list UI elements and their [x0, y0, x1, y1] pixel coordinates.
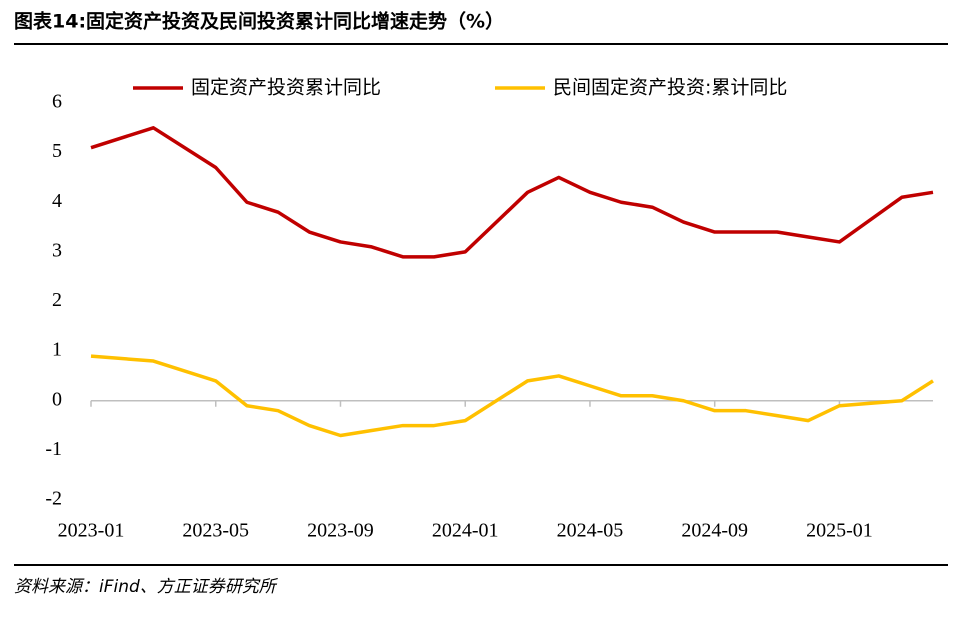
line [90, 354, 934, 438]
chart-title: 图表14:固定资产投资及民间投资累计同比增速走势（%） [14, 10, 504, 33]
x-tick-label: 2023-09 [307, 520, 374, 542]
y-tick-label: 5 [52, 140, 62, 162]
legend-label: 民间固定资产投资:累计同比 [553, 77, 787, 99]
y-tick-label: 1 [52, 339, 62, 361]
x-tick-label: 2023-01 [58, 520, 125, 542]
y-tick-label: 3 [52, 239, 62, 261]
y-tick-label: 4 [52, 190, 62, 212]
x-tick-label: 2024-09 [681, 520, 748, 542]
y-tick-label: 2 [52, 289, 62, 311]
y-tick-label: 6 [52, 91, 62, 113]
x-tick-label: 2023-05 [182, 520, 249, 542]
x-tick-label: 2025-01 [806, 520, 873, 542]
source: 资料来源：iFind、方正证券研究所 [14, 577, 279, 597]
y-tick-label: -1 [45, 438, 62, 460]
y-tick-label: -2 [45, 488, 62, 510]
line [90, 126, 934, 259]
y-tick-label: 0 [52, 388, 62, 410]
x-tick-label: 2024-05 [557, 520, 624, 542]
x-tick-label: 2024-01 [432, 520, 499, 542]
legend-label: 固定资产投资累计同比 [191, 77, 381, 99]
